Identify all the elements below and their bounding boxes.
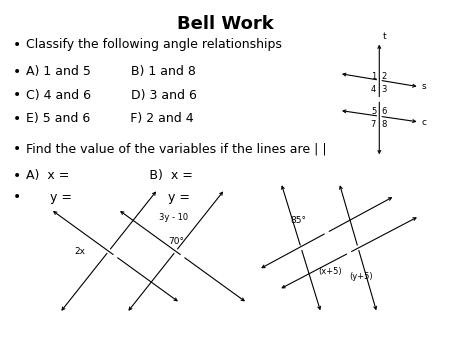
Text: 5: 5 (371, 107, 376, 116)
Text: •: • (13, 191, 21, 204)
Text: 8: 8 (381, 120, 387, 129)
Text: 2: 2 (381, 72, 387, 80)
Text: 1: 1 (371, 72, 376, 80)
Text: s: s (422, 82, 427, 91)
Text: 7: 7 (371, 120, 376, 129)
Text: Classify the following angle relationships: Classify the following angle relationshi… (26, 39, 282, 51)
Text: 6: 6 (381, 107, 387, 116)
Text: A) 1 and 5          B) 1 and 8: A) 1 and 5 B) 1 and 8 (26, 65, 196, 78)
Text: •: • (13, 65, 21, 79)
Text: 2x: 2x (74, 247, 85, 256)
Text: E) 5 and 6          F) 2 and 4: E) 5 and 6 F) 2 and 4 (26, 112, 194, 125)
Text: (y+5): (y+5) (350, 272, 373, 282)
Text: •: • (13, 38, 21, 52)
Text: 85°: 85° (291, 216, 307, 225)
Text: (x+5): (x+5) (318, 267, 342, 276)
Text: 3y - 10: 3y - 10 (159, 213, 188, 222)
Text: 3: 3 (381, 85, 387, 94)
Text: Bell Work: Bell Work (176, 15, 274, 33)
Text: A)  x =                    B)  x =: A) x = B) x = (26, 169, 193, 182)
Text: y =                        y =: y = y = (26, 191, 190, 204)
Text: 70°: 70° (168, 237, 184, 246)
Text: •: • (13, 112, 21, 126)
Text: C) 4 and 6          D) 3 and 6: C) 4 and 6 D) 3 and 6 (26, 89, 197, 102)
Text: •: • (13, 88, 21, 102)
Text: t: t (383, 32, 387, 41)
Text: 4: 4 (371, 85, 376, 94)
Text: Find the value of the variables if the lines are | |: Find the value of the variables if the l… (26, 142, 327, 155)
Text: •: • (13, 142, 21, 156)
Text: •: • (13, 169, 21, 183)
Text: c: c (422, 118, 427, 126)
